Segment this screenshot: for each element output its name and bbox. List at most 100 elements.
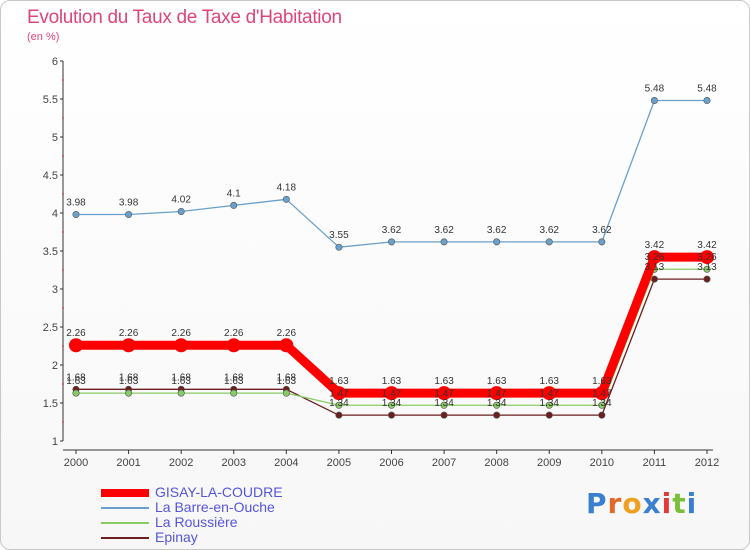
data-label: 1.34 (329, 398, 349, 409)
data-point (387, 401, 395, 409)
legend-swatch-epinay (101, 537, 149, 539)
x-tick-label: 2002 (169, 457, 193, 469)
data-point (335, 401, 343, 409)
data-point (335, 411, 343, 419)
data-label: 5.48 (645, 84, 665, 95)
x-tick-label: 2004 (274, 457, 298, 469)
data-point (387, 238, 395, 246)
data-point (650, 97, 658, 105)
data-point (69, 338, 83, 353)
y-tick-label: 3.5 (43, 246, 58, 258)
y-tick-label: 5.5 (43, 94, 58, 106)
data-label: 4.02 (171, 194, 191, 205)
data-label: 4.1 (227, 188, 241, 199)
y-tick-label: 2 (52, 360, 58, 372)
data-point (335, 243, 343, 251)
data-label: 4.18 (277, 182, 297, 193)
legend-swatch-barre (101, 507, 149, 509)
y-tick-label: 3 (52, 284, 58, 296)
logo-letter: o (622, 487, 643, 520)
data-point (700, 250, 714, 265)
y-tick-label: 4.5 (43, 170, 58, 182)
data-label: 3.42 (697, 240, 717, 251)
data-label: 1.68 (224, 372, 244, 383)
y-tick-label: 1.5 (43, 398, 58, 410)
data-point (594, 386, 609, 401)
x-tick-label: 2000 (64, 457, 88, 469)
data-point (177, 389, 185, 397)
data-point (121, 338, 136, 353)
logo-letter: i (661, 487, 673, 520)
chart-subtitle: (en %) (27, 31, 60, 43)
data-point (72, 211, 80, 219)
data-point (174, 338, 189, 353)
y-tick-label: 1 (52, 436, 58, 448)
data-point (440, 401, 448, 409)
data-label: 3.26 (645, 252, 665, 263)
data-point (279, 338, 294, 353)
data-label: 3.62 (434, 225, 454, 236)
data-label: 2.26 (66, 328, 86, 339)
data-point (493, 401, 501, 409)
data-label: 3.62 (540, 225, 560, 236)
y-tick-label: 2.5 (43, 322, 58, 334)
data-point (72, 389, 80, 397)
data-point (489, 386, 504, 401)
data-label: 3.62 (592, 225, 612, 236)
data-point (282, 389, 290, 397)
data-label: 1.34 (592, 398, 612, 409)
x-tick-label: 2008 (484, 457, 508, 469)
data-point (384, 386, 399, 401)
x-tick-label: 2011 (643, 457, 667, 469)
data-label: 2.26 (171, 328, 191, 339)
logo-letter: r (607, 487, 623, 520)
data-label: 1.47 (487, 388, 507, 399)
data-label: 1.63 (277, 376, 297, 387)
data-label: 1.47 (382, 388, 402, 399)
data-label: 1.68 (66, 372, 86, 383)
data-point (437, 386, 452, 401)
data-label: 1.68 (171, 372, 191, 383)
data-point (331, 386, 346, 401)
data-label: 1.47 (540, 388, 560, 399)
y-tick-label: 6 (52, 56, 58, 68)
data-point (125, 389, 133, 397)
data-label: 1.63 (487, 376, 507, 387)
logo-letter: t (672, 487, 687, 520)
data-label: 1.68 (277, 372, 297, 383)
legend-swatch-gisay (101, 489, 149, 497)
x-tick-label: 2007 (432, 457, 456, 469)
data-point (545, 411, 553, 419)
data-point (230, 389, 238, 397)
data-point (440, 411, 448, 419)
data-label: 1.63 (382, 376, 402, 387)
data-point (598, 238, 606, 246)
data-label: 1.63 (66, 376, 86, 387)
data-point (493, 411, 501, 419)
x-tick-label: 2003 (222, 457, 246, 469)
data-label: 2.26 (224, 328, 244, 339)
data-label: 1.34 (382, 398, 402, 409)
proxiti-logo: Proxiti (586, 487, 697, 520)
x-tick-label: 2010 (590, 457, 614, 469)
data-label: 3.13 (645, 262, 665, 273)
y-tick-label: 4 (52, 208, 58, 220)
data-label: 1.47 (434, 388, 454, 399)
data-label: 3.42 (645, 240, 665, 251)
data-point (647, 250, 662, 265)
data-label: 1.63 (224, 376, 244, 387)
data-point (650, 275, 658, 283)
logo-letter: x (642, 487, 662, 520)
data-label: 1.63 (592, 376, 612, 387)
data-point (226, 338, 241, 353)
x-tick-label: 2009 (537, 457, 561, 469)
logo-letter: P (586, 487, 608, 520)
legend-label-epinay: Epinay (155, 529, 198, 545)
data-point (545, 238, 553, 246)
x-tick-label: 2001 (116, 457, 140, 469)
data-label: 1.34 (540, 398, 560, 409)
data-label: 1.63 (119, 376, 139, 387)
data-label: 3.13 (697, 262, 717, 273)
data-point (493, 238, 501, 246)
